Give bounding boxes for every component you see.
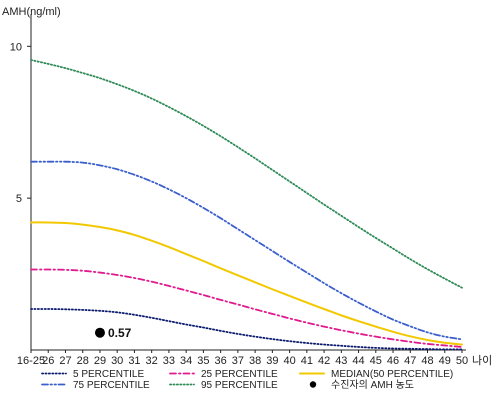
legend: 5 PERCENTILE 25 PERCENTILE MEDIAN(50 PERCE…	[41, 369, 453, 391]
x-tick-label: 32	[146, 355, 158, 367]
y-tick-label: 5	[16, 193, 22, 205]
x-tick-label: 50	[456, 355, 468, 367]
legend-swatch-patient-amh	[309, 381, 317, 388]
x-tick-label: 45	[370, 355, 382, 367]
x-tick-label: 27	[59, 355, 71, 367]
marker-layer: 0.57	[94, 326, 132, 340]
series-line-75-percentile	[30, 160, 463, 341]
x-tick-label: 37	[232, 355, 244, 367]
y-tick-label: 10	[10, 41, 22, 53]
legend-label-patient-amh: 수진자의 AMH 농도	[331, 379, 414, 391]
y-axis-label: AMH(ng/ml)	[2, 6, 61, 18]
series-line-median-50-percentile	[30, 221, 463, 346]
series-line-95-percentile	[30, 59, 463, 289]
x-tick-label: 33	[163, 355, 175, 367]
x-tick-label: 44	[352, 355, 364, 367]
series-line-25-percentile	[30, 268, 463, 348]
x-tick-label: 16-25	[17, 355, 45, 367]
x-tick-label: 31	[128, 355, 140, 367]
x-tick-label: 42	[318, 355, 330, 367]
x-axis-label: 나이	[472, 354, 492, 367]
x-tick-label: 29	[94, 355, 106, 367]
series-layer	[30, 59, 463, 351]
x-tick-label: 47	[404, 355, 416, 367]
x-tick-label: 43	[335, 355, 347, 367]
legend-label-75-percentile: 75 PERCENTILE	[73, 380, 150, 391]
legend-label-median-50-percentile: MEDIAN(50 PERCENTILE)	[331, 369, 453, 380]
x-tick-label: 49	[439, 355, 451, 367]
x-tick-label: 30	[111, 355, 123, 367]
legend-label-5-percentile: 5 PERCENTILE	[73, 369, 144, 380]
legend-label-95-percentile: 95 PERCENTILE	[201, 380, 278, 391]
x-tick-label: 36	[215, 355, 227, 367]
x-tick-label: 48	[421, 355, 433, 367]
legend-label-25-percentile: 25 PERCENTILE	[201, 369, 278, 380]
x-tick-label: 34	[180, 355, 192, 367]
x-tick-label: 46	[387, 355, 399, 367]
x-tick-label: 41	[301, 355, 313, 367]
x-tick-label: 26	[42, 355, 54, 367]
x-tick-label: 40	[283, 355, 295, 367]
patient-amh-point	[94, 327, 105, 338]
x-tick-label: 39	[266, 355, 278, 367]
series-line-5-percentile	[30, 308, 463, 351]
x-tick-label: 35	[197, 355, 209, 367]
patient-amh-value-label: 0.57	[108, 326, 132, 340]
x-tick-label: 28	[77, 355, 89, 367]
x-tick-label: 38	[249, 355, 261, 367]
